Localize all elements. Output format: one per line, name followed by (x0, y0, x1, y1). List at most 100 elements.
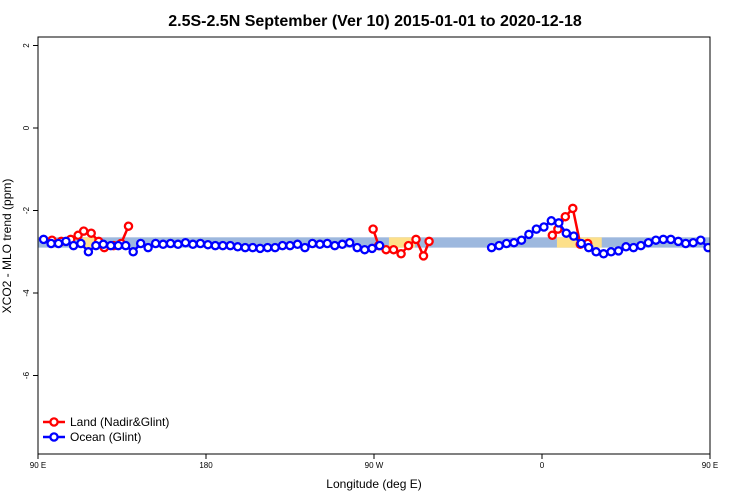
data-point (568, 203, 578, 214)
chart-title: 2.5S-2.5N September (Ver 10) 2015-01-01 … (168, 13, 582, 30)
data-point (576, 238, 586, 249)
data-point (501, 238, 512, 249)
data-point (734, 241, 741, 248)
data-point (673, 236, 684, 247)
data-point (285, 240, 295, 251)
x-tick-label: 90 W (365, 461, 384, 470)
data-point (106, 240, 116, 251)
data-point (606, 247, 616, 257)
data-point (486, 242, 497, 253)
data-point (255, 243, 265, 254)
data-point (651, 235, 661, 245)
data-point (352, 242, 362, 253)
data-point (91, 240, 101, 251)
data-point (86, 228, 96, 238)
data-point (46, 238, 56, 249)
data-point (695, 235, 706, 245)
data-point (367, 243, 377, 254)
series-layer (38, 203, 749, 261)
series-land (47, 203, 593, 261)
data-point (307, 238, 318, 249)
background-band (388, 237, 416, 248)
data-point (396, 249, 406, 259)
data-point (330, 240, 340, 251)
data-point (546, 216, 557, 226)
data-point (643, 237, 654, 248)
data-point (598, 249, 609, 259)
data-point (277, 240, 288, 251)
data-point (180, 237, 191, 248)
data-point (547, 230, 558, 241)
series-ocean (38, 216, 749, 259)
x-tick-label: 0 (540, 461, 545, 470)
data-point (218, 240, 228, 251)
data-point (411, 234, 421, 245)
data-point (38, 234, 49, 245)
data-point (98, 239, 109, 250)
data-point (210, 240, 221, 251)
data-point (300, 242, 310, 253)
data-point (658, 234, 669, 245)
legend: Land (Nadir&Glint)Ocean (Glint) (43, 415, 169, 444)
data-point (247, 242, 258, 253)
data-point (516, 235, 527, 245)
data-point (424, 236, 434, 247)
data-point (344, 237, 355, 248)
data-point (322, 238, 333, 249)
data-point (374, 240, 385, 251)
data-point (135, 238, 146, 249)
y-tick-label: -6 (22, 371, 31, 379)
data-point (76, 238, 86, 249)
data-point (143, 242, 153, 253)
data-point (173, 239, 183, 250)
data-point (388, 244, 399, 255)
data-point (315, 239, 325, 250)
data-point (742, 240, 749, 247)
data-point (703, 242, 710, 253)
data-point (188, 239, 198, 250)
data-point (568, 231, 579, 241)
x-tick-label: 180 (199, 461, 213, 470)
x-tick-label: 90 E (30, 461, 46, 470)
data-point (591, 247, 601, 257)
data-point (727, 242, 734, 249)
data-point (688, 237, 698, 248)
data-point (524, 229, 534, 240)
data-point (225, 240, 236, 251)
x-tick-label: 90 E (702, 461, 718, 470)
data-point (128, 247, 138, 257)
background-band (38, 237, 710, 248)
y-axis-label: XCO2 - MLO trend (ppm) (0, 179, 14, 314)
data-point (68, 240, 79, 251)
x-axis-label: Longitude (deg E) (326, 477, 421, 491)
y-tick-label: -4 (22, 289, 31, 297)
data-point (240, 242, 250, 253)
data-point (621, 242, 631, 252)
data-point (120, 240, 131, 251)
data-point (113, 240, 124, 251)
data-point (368, 224, 378, 234)
data-point (83, 247, 94, 257)
data-point (165, 238, 176, 249)
data-point (53, 238, 64, 249)
data-point (359, 244, 370, 255)
data-point (509, 237, 519, 248)
data-point (61, 236, 71, 247)
x-axis: 90 E 180 90 W 0 90 E (30, 454, 718, 470)
data-point (636, 240, 646, 251)
legend-label: Land (Nadir&Glint) (70, 415, 169, 429)
data-point (270, 242, 280, 253)
legend-label: Ocean (Glint) (70, 430, 141, 444)
data-point (666, 234, 676, 245)
data-point (150, 238, 161, 249)
legend-marker (49, 417, 59, 427)
data-point (195, 238, 206, 249)
data-point (418, 251, 429, 261)
data-point (712, 246, 719, 253)
data-point (232, 242, 243, 252)
background-band (82, 237, 98, 248)
y-tick-label: 0 (22, 125, 31, 130)
data-point (262, 242, 273, 253)
y-tick-label: -2 (22, 206, 31, 214)
